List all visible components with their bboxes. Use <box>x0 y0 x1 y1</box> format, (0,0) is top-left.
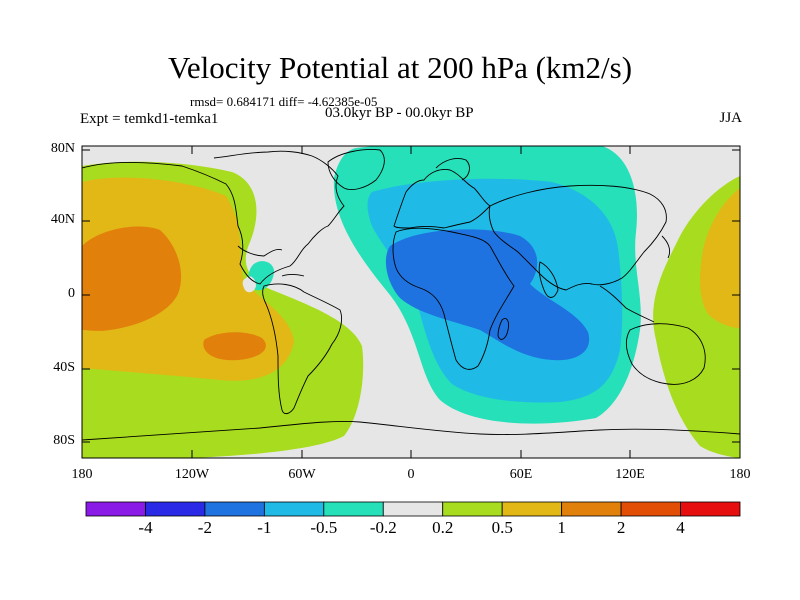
coastline-asia <box>488 184 667 291</box>
coastlines <box>82 149 740 441</box>
lon-label-120w: 120W <box>174 467 210 482</box>
lon-label-180w: 180 <box>71 467 93 482</box>
lon-label-0: 0 <box>407 467 415 482</box>
lat-label-40n: 40N <box>50 212 75 227</box>
coastline-antarctica <box>82 421 740 441</box>
colorbar-box <box>561 501 622 517</box>
page-title: Velocity Potential at 200 hPa (km2/s) <box>167 50 633 85</box>
colorbar-box <box>442 501 503 517</box>
colorbar-box <box>501 501 563 517</box>
colorbar-label: -1 <box>257 518 272 537</box>
stats-text: rmsd= 0.684171 diff= -4.62385e-05 <box>190 94 378 109</box>
colorbar-label: -2 <box>197 518 212 537</box>
experiment-label: Expt = temkd1-temka1 <box>80 111 219 127</box>
season-label: JJA <box>719 110 742 126</box>
colorbar-box <box>382 501 444 517</box>
colorbar-label: 2 <box>616 518 626 537</box>
coastline-south-america <box>262 283 343 415</box>
coastline-greenland <box>327 149 385 191</box>
axis-ticks <box>82 146 740 458</box>
coastline-gulf-of-mexico <box>237 245 283 257</box>
lat-label-0: 0 <box>68 286 75 301</box>
coastline-north-america <box>82 150 345 285</box>
coastline-japan <box>661 235 671 259</box>
colorbar-label: 4 <box>676 518 685 537</box>
lat-label-40s: 40S <box>53 360 75 375</box>
colorbar-label: -4 <box>138 518 153 537</box>
coastline-madagascar <box>497 318 509 340</box>
coastline-india <box>538 261 559 298</box>
coastline-australia <box>625 323 706 385</box>
colorbar-label: -0.2 <box>369 518 397 537</box>
coastline-europe <box>393 169 491 229</box>
colorbar-label: 0.2 <box>432 518 454 537</box>
lat-label-80s: 80S <box>53 433 75 448</box>
coastline-scandinavia <box>435 157 470 181</box>
colorbar-box <box>323 501 384 517</box>
colorbar-box <box>145 501 206 517</box>
negative-blue-region <box>385 229 590 361</box>
coastline-southeast-asia <box>599 285 655 323</box>
colorbar-label: -0.5 <box>310 518 338 537</box>
pacific-positive-orange-south-region <box>203 332 266 361</box>
colorbar-box <box>263 501 325 517</box>
lat-label-80n: 80N <box>50 141 75 156</box>
colorbar-box <box>680 501 741 517</box>
colorbar-label: 1 <box>557 518 566 537</box>
coastline-caribbean <box>281 274 305 277</box>
map-frame <box>81 145 741 459</box>
pacific-positive-orange-region <box>82 226 182 331</box>
colorbar-box <box>620 501 681 517</box>
colorbar-box <box>85 501 146 517</box>
coastline-africa <box>392 227 515 370</box>
colorbar-box <box>204 501 265 517</box>
west-pacific-positive-yellow-region <box>700 188 740 328</box>
colorbar-label: 0.5 <box>491 518 513 537</box>
period-label: 03.0kyr BP - 00.0kyr BP <box>325 105 474 121</box>
lon-label-60w: 60W <box>288 467 316 482</box>
colorbar <box>85 501 741 517</box>
lon-label-180e: 180 <box>729 467 751 482</box>
contour-field <box>82 146 740 458</box>
lon-label-120e: 120E <box>615 467 645 482</box>
lon-label-60e: 60E <box>509 467 533 482</box>
